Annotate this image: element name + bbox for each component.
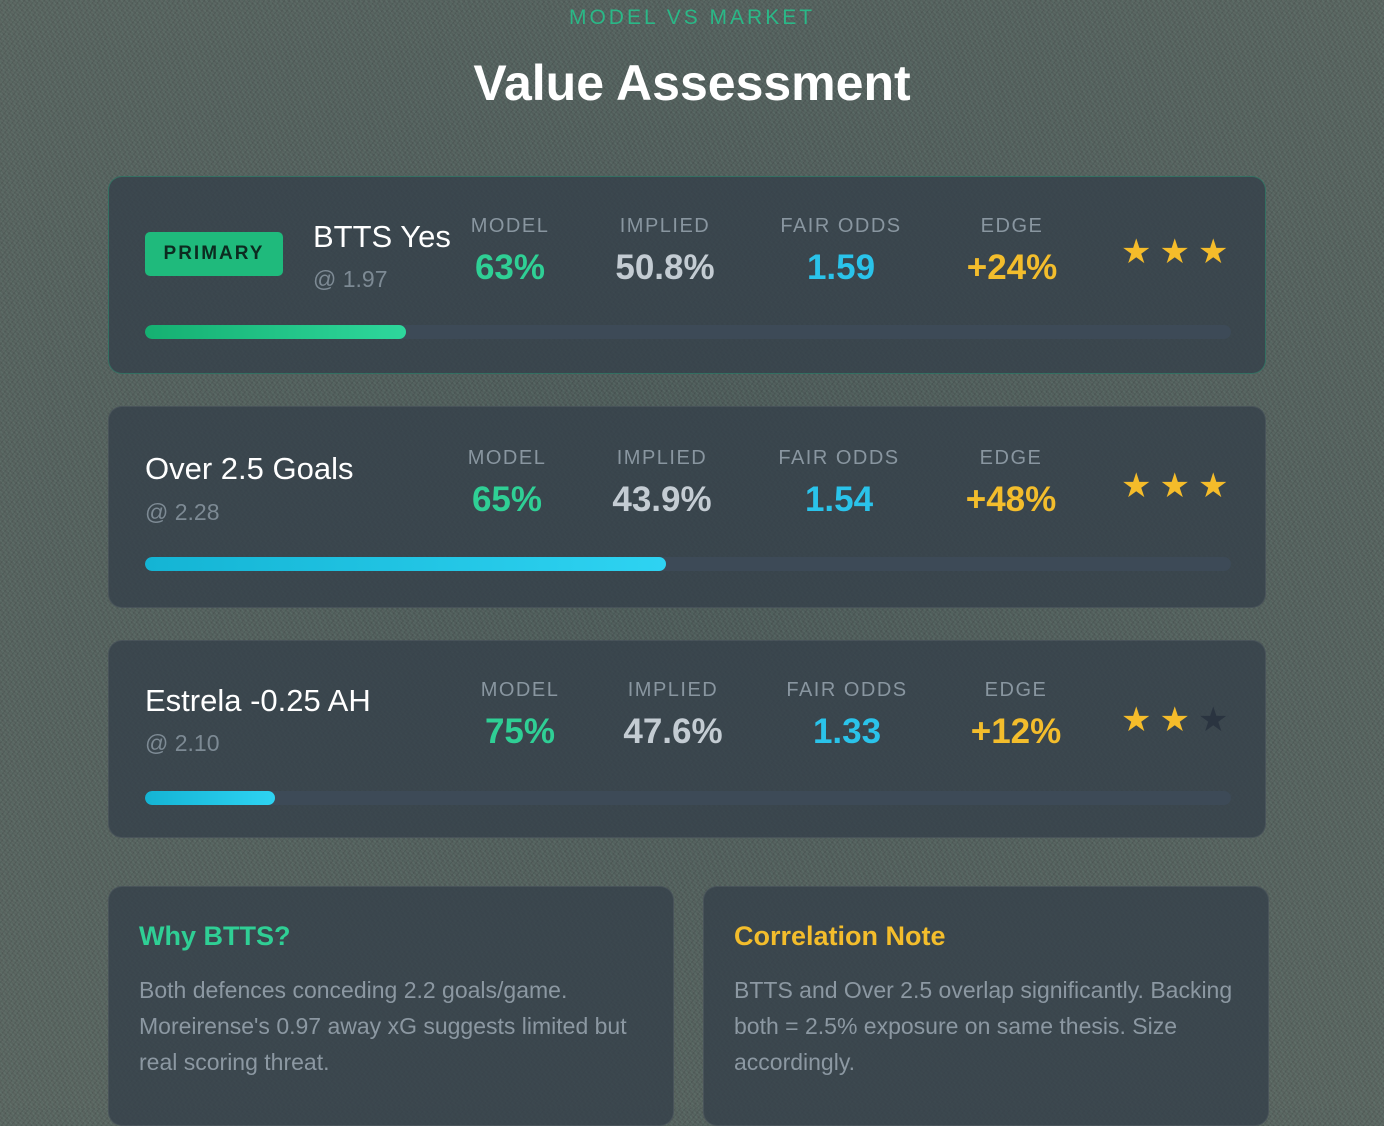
stat-implied: IMPLIED 50.8%: [575, 215, 755, 288]
stat-model: MODEL 75%: [430, 679, 610, 752]
stat-value-implied: 43.9%: [612, 480, 712, 519]
stat-value-implied: 47.6%: [623, 712, 723, 751]
stat-label: IMPLIED: [616, 447, 708, 469]
stat-label: EDGE: [980, 215, 1044, 237]
note-card-why-btts: Why BTTS? Both defences conceding 2.2 go…: [108, 886, 674, 1126]
market-odds: @ 1.97: [313, 266, 388, 292]
stat-value-model: 65%: [471, 480, 543, 519]
stat-implied: IMPLIED 47.6%: [583, 679, 763, 752]
primary-badge: PRIMARY: [145, 232, 283, 276]
market-name: Over 2.5 Goals: [145, 451, 354, 486]
stat-label: IMPLIED: [619, 215, 711, 237]
stat-edge: EDGE +12%: [926, 679, 1106, 752]
note-title: Why BTTS?: [139, 921, 291, 951]
stat-value-model: 75%: [484, 712, 556, 751]
stat-label: FAIR ODDS: [778, 447, 900, 469]
rating-stars: ★★★: [1121, 703, 1236, 737]
stat-label: EDGE: [979, 447, 1043, 469]
stat-value-fair-odds: 1.33: [812, 712, 882, 751]
star-filled-icon: ★: [1159, 233, 1198, 271]
market-card-btts-yes: PRIMARY BTTS Yes @ 1.97 MODEL 63% IMPLIE…: [108, 176, 1266, 374]
stat-label: FAIR ODDS: [780, 215, 902, 237]
stat-label: FAIR ODDS: [786, 679, 908, 701]
star-filled-icon: ★: [1197, 467, 1237, 505]
stat-value-implied: 50.8%: [615, 248, 715, 287]
page-title: Value Assessment: [473, 55, 911, 111]
stat-value-model: 63%: [474, 248, 546, 287]
stat-label: EDGE: [984, 679, 1048, 701]
star-filled-icon: ★: [1121, 701, 1160, 739]
market-name: Estrela -0.25 AH: [145, 683, 371, 718]
note-body: Both defences conceding 2.2 goals/game. …: [139, 977, 627, 1075]
stat-implied: IMPLIED 43.9%: [572, 447, 752, 520]
stat-edge: EDGE +48%: [921, 447, 1101, 520]
star-empty-icon: ★: [1197, 701, 1237, 739]
edge-bar-track: [145, 791, 1231, 805]
note-body: BTTS and Over 2.5 overlap significantly.…: [734, 977, 1233, 1075]
market-card-estrela-ah: Estrela -0.25 AH @ 2.10 MODEL 75% IMPLIE…: [108, 640, 1266, 838]
stat-label: MODEL: [470, 215, 550, 237]
market-name: BTTS Yes: [313, 219, 451, 254]
edge-bar-fill: [145, 557, 667, 571]
stat-fair-odds: FAIR ODDS 1.54: [749, 447, 929, 520]
star-filled-icon: ★: [1159, 467, 1198, 505]
stat-model: MODEL 65%: [417, 447, 597, 520]
stat-value-edge: +12%: [970, 712, 1062, 751]
stat-fair-odds: FAIR ODDS 1.33: [757, 679, 937, 752]
market-card-over-2-5-goals: Over 2.5 Goals @ 2.28 MODEL 65% IMPLIED …: [108, 406, 1266, 608]
stat-label: MODEL: [480, 679, 560, 701]
star-filled-icon: ★: [1197, 233, 1237, 271]
edge-bar-track: [145, 557, 1231, 571]
star-filled-icon: ★: [1121, 233, 1160, 271]
star-filled-icon: ★: [1121, 467, 1160, 505]
market-odds: @ 2.10: [145, 730, 220, 756]
stat-value-edge: +48%: [965, 480, 1057, 519]
stat-label: MODEL: [467, 447, 547, 469]
star-filled-icon: ★: [1159, 701, 1198, 739]
edge-bar-fill: [145, 791, 276, 805]
edge-bar-track: [145, 325, 1231, 339]
edge-bar-fill: [145, 325, 406, 339]
stat-fair-odds: FAIR ODDS 1.59: [751, 215, 931, 288]
note-card-correlation: Correlation Note BTTS and Over 2.5 overl…: [703, 886, 1269, 1126]
stat-label: IMPLIED: [627, 679, 719, 701]
stat-model: MODEL 63%: [420, 215, 600, 288]
stat-value-fair-odds: 1.59: [806, 248, 876, 287]
stat-value-fair-odds: 1.54: [804, 480, 874, 519]
rating-stars: ★★★: [1121, 235, 1236, 269]
market-odds: @ 2.28: [145, 499, 220, 525]
stat-value-edge: +24%: [966, 248, 1058, 287]
section-eyebrow: MODEL VS MARKET: [568, 6, 816, 29]
rating-stars: ★★★: [1121, 469, 1236, 503]
note-title: Correlation Note: [734, 921, 946, 951]
stat-edge: EDGE +24%: [922, 215, 1102, 288]
